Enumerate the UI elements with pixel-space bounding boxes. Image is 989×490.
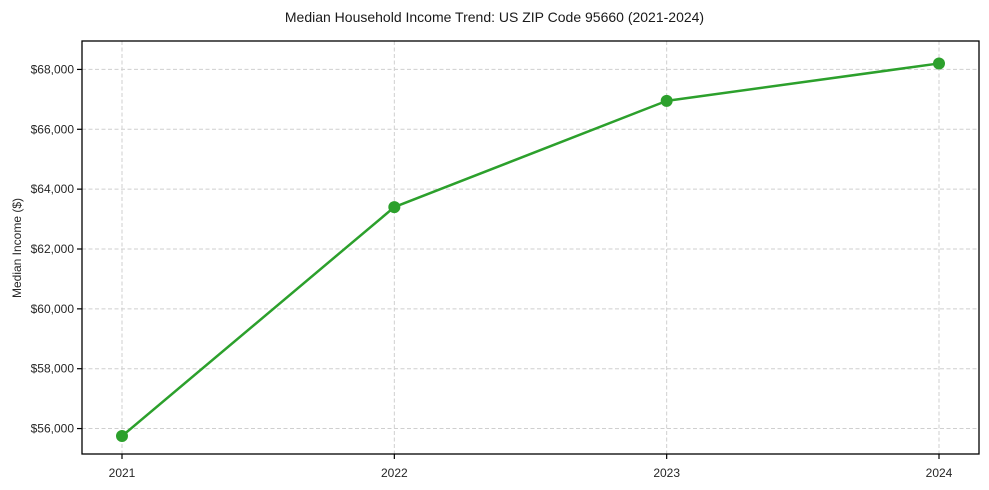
x-tick-label: 2022: [381, 466, 408, 480]
x-tick-label: 2021: [109, 466, 136, 480]
series-line: [120, 62, 941, 438]
x-tick-label: 2023: [653, 466, 680, 480]
axis-ticks: $56,000 $58,000 $60,000 $62,000 $64,000 $66,0…: [31, 62, 953, 480]
y-tick-label: $66,000: [31, 122, 75, 136]
y-tick-label: $58,000: [31, 362, 75, 376]
y-tick-label: $56,000: [31, 422, 75, 436]
gridlines: [82, 41, 979, 454]
y-tick-label: $62,000: [31, 242, 75, 256]
y-tick-label: $68,000: [31, 62, 75, 76]
data-point-marker: [116, 430, 128, 443]
y-axis-label: Median Income ($): [10, 197, 24, 299]
x-tick-label: 2024: [926, 466, 953, 480]
data-point-marker: [660, 94, 673, 107]
plot-border: [81, 40, 980, 455]
chart-title: Median Household Income Trend: US ZIP Co…: [284, 9, 705, 25]
data-point-marker: [933, 57, 945, 70]
y-tick-label: $64,000: [31, 182, 75, 196]
data-series: [116, 57, 945, 443]
y-tick-label: $60,000: [31, 302, 75, 316]
plot-frame: [81, 40, 980, 455]
data-point-marker: [388, 201, 401, 214]
